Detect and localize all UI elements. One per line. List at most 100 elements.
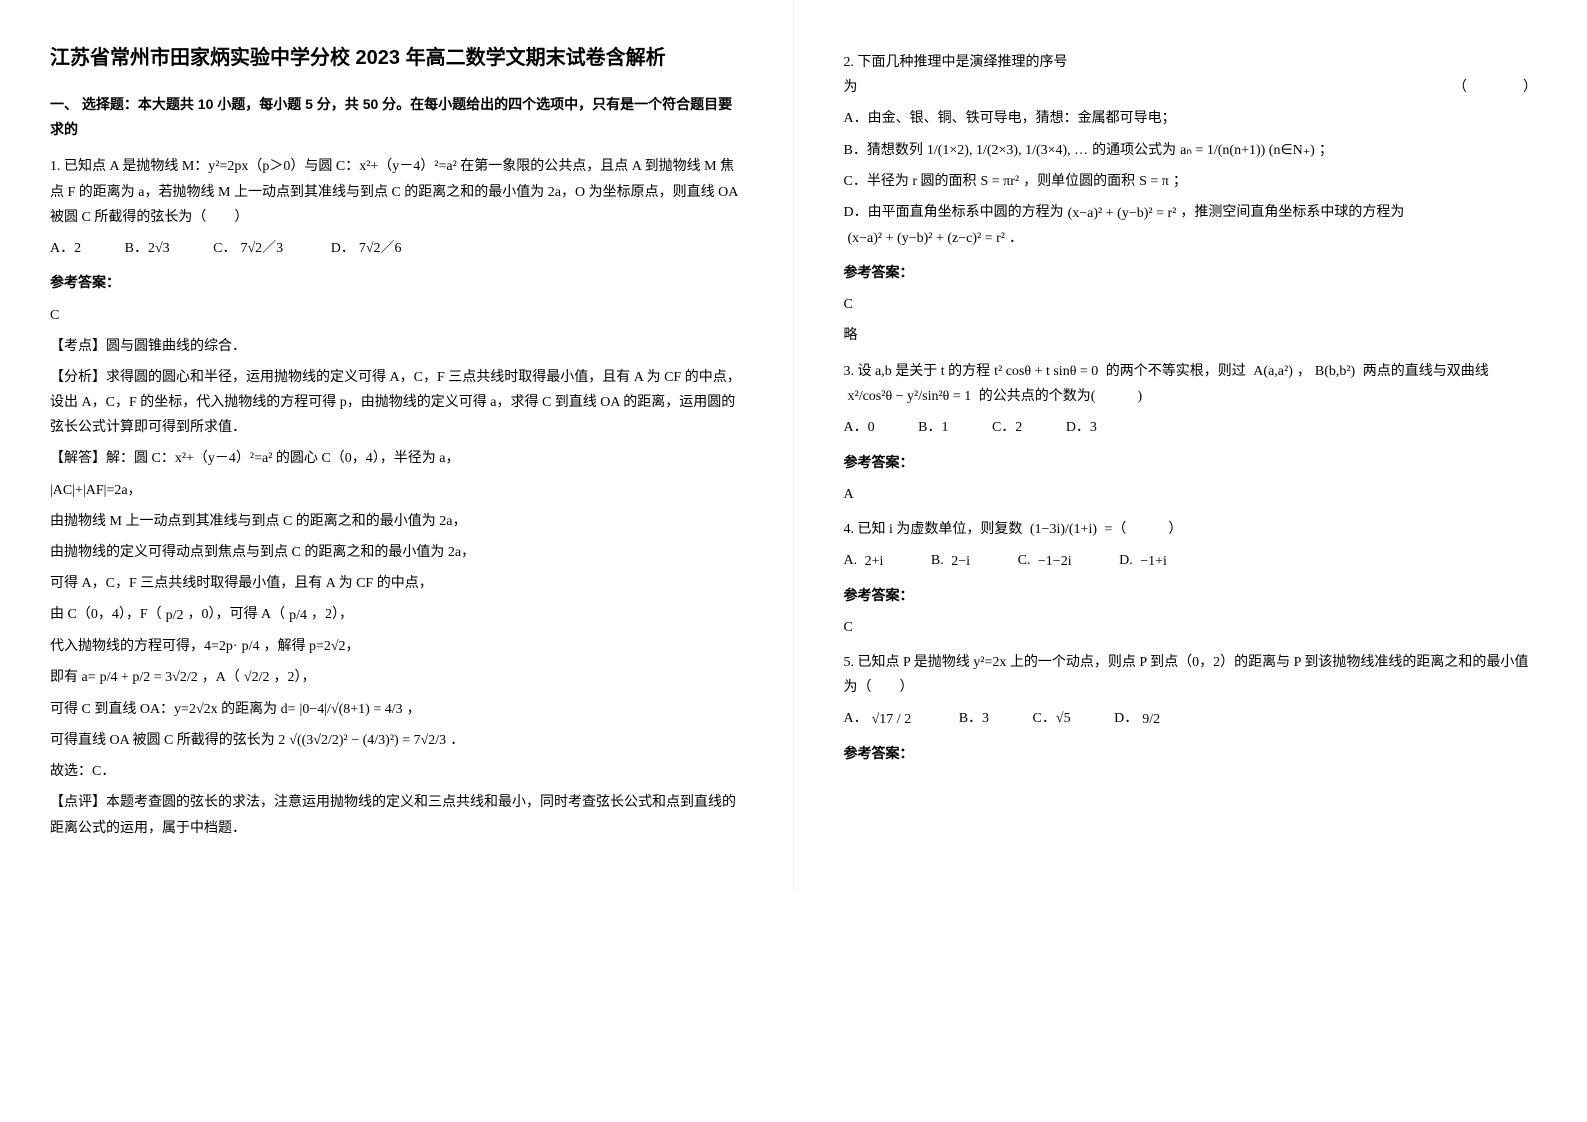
p1-point: 【考点】圆与圆锥曲线的综合．: [50, 334, 743, 359]
text-span: ；: [1319, 143, 1333, 158]
formula-icon: 2−i: [947, 549, 974, 574]
p2-answer: C: [844, 292, 1538, 317]
formula-icon: −1+i: [1136, 549, 1171, 574]
text-span: C．半径为 r 圆的面积: [844, 174, 977, 189]
problem-1: 1. 已知点 A 是抛物线 M：y²=2px（p＞0）与圆 C：x²+（y－4）…: [50, 154, 743, 840]
problem-3: 3. 设 a,b 是关于 t 的方程t² cosθ + t sinθ = 0 的…: [844, 359, 1538, 507]
p2-choice-a: A．由金、银、铜、铁可导电，猜想：金属都可导电；: [844, 106, 1538, 131]
formula-icon: −1−2i: [1034, 549, 1076, 574]
formula-icon: B(b,b²): [1311, 359, 1359, 384]
formula-icon: (x−a)² + (y−b)² + (z−c)² = r²: [844, 226, 1009, 251]
formula-icon: (x−a)² + (y−b)² = r²: [1064, 201, 1181, 226]
text-span: B．猜想数列: [844, 143, 923, 158]
text-span: ，: [1297, 364, 1311, 379]
p1-sol-line: 【解答】解：圆 C：x²+（y－4）²=a² 的圆心 C（0，4），半径为 a，: [50, 446, 743, 471]
text-span: ，2），: [273, 670, 315, 685]
formula-icon: S = πr²: [977, 169, 1024, 194]
formula-icon: t² cosθ + t sinθ = 0: [990, 359, 1102, 384]
problem-2: 2. 下面几种推理中是演绎推理的序号 为 （ ） A．由金、银、铜、铁可导电，猜…: [844, 50, 1538, 349]
p1-sol-line: 即有 a=p/4 + p/2 = 3√2/2，A（√2/2，2），: [50, 665, 743, 690]
fraction-icon: √2/2: [240, 665, 274, 690]
sqrt-icon: √((3√2/2)² − (4/3)²) = 7√2/3: [285, 728, 450, 753]
p4-choice-d: D. −1+i: [1119, 548, 1171, 573]
text-span: B.: [931, 553, 947, 568]
text-span: ，: [407, 702, 421, 717]
fraction-icon: (1−3i)/(1+i): [1026, 517, 1101, 542]
p5-choice-b: B．3: [959, 706, 989, 731]
problem-4: 4. 已知 i 为虚数单位，则复数 (1−3i)/(1+i) =（ ） A. 2…: [844, 517, 1538, 640]
answer-label: 参考答案：: [844, 742, 1538, 767]
text-span: 的通项公式为: [1092, 143, 1176, 158]
text-span: A．: [844, 711, 868, 726]
p1-comment: 【点评】本题考查圆的弦长的求法，注意运用抛物线的定义和三点共线和最小，同时考查弦…: [50, 790, 743, 840]
blank-bracket: （ ）: [1453, 75, 1537, 100]
text-span: 为: [844, 80, 858, 95]
text-span: 即有 a=: [50, 670, 96, 685]
p1-choice-b: B．2√3: [125, 236, 170, 261]
fraction-icon: |0−4|/√(8+1) = 4/3: [296, 697, 407, 722]
p1-answer: C: [50, 303, 743, 328]
fraction-icon: aₙ = 1/(n(n+1)) (n∈N₊): [1176, 138, 1319, 163]
p4-choice-b: B. 2−i: [931, 548, 974, 573]
formula-icon: A(a,a²): [1249, 359, 1297, 384]
p1-analysis: 【分析】求得圆的圆心和半径，运用抛物线的定义可得 A，C，F 三点共线时取得最小…: [50, 365, 743, 441]
fraction-icon: p/2: [162, 603, 188, 628]
text-span: ；: [1173, 174, 1187, 189]
p1-stem: 1. 已知点 A 是抛物线 M：y²=2px（p＞0）与圆 C：x²+（y－4）…: [50, 154, 743, 230]
fraction-icon: p/4 + p/2 = 3√2/2: [96, 665, 202, 690]
fraction-icon: 9/2: [1138, 707, 1164, 732]
p5-choice-d: D．9/2: [1114, 706, 1164, 731]
p4-choices: A. 2+i B. 2−i C. −1−2i D. −1+i: [844, 548, 1538, 573]
problem-5: 5. 已知点 P 是抛物线 y²=2x 上的一个动点，则点 P 到点（0，2）的…: [844, 650, 1538, 767]
text-span: ，推测空间直角坐标系中球的方程为: [1180, 205, 1404, 220]
formula-icon: 2+i: [861, 549, 888, 574]
text-span: 的两个不等实根，则过: [1102, 364, 1249, 379]
p1-sol-line: 由抛物线的定义可得动点到焦点与到点 C 的距离之和的最小值为 2a，: [50, 540, 743, 565]
doc-title: 江苏省常州市田家炳实验中学分校 2023 年高二数学文期末试卷含解析: [50, 40, 743, 76]
text-span: 4. 已知 i 为虚数单位，则复数: [844, 522, 1026, 537]
fraction-icon: 7√2／6: [355, 236, 406, 261]
p3-choice-a: A．0: [844, 415, 875, 440]
fraction-icon: 1/(1×2), 1/(2×3), 1/(3×4), …: [923, 138, 1092, 163]
p1-sol-line: 由抛物线 M 上一动点到其准线与到点 C 的距离之和的最小值为 2a，: [50, 509, 743, 534]
answer-label: 参考答案：: [844, 451, 1538, 476]
text-span: 由 C（0，4），F（: [50, 607, 162, 622]
p1-sol-line: |AC|+|AF|=2a，: [50, 478, 743, 503]
text-span: D.: [1119, 553, 1136, 568]
p5-choices: A．√17 / 2 B．3 C．√5 D．9/2: [844, 706, 1538, 731]
text-span: 2. 下面几种推理中是演绎推理的序号: [844, 55, 1068, 70]
text-span: ，A（: [202, 670, 240, 685]
p1-choice-c: C．7√2／3: [213, 236, 287, 261]
text-span: ．: [450, 733, 464, 748]
text-span: C.: [1018, 553, 1034, 568]
text-span: ，则单位圆的面积: [1023, 174, 1135, 189]
text-span: 代入抛物线的方程可得，4=2p·: [50, 639, 238, 654]
p2-choice-b: B．猜想数列1/(1×2), 1/(2×3), 1/(3×4), …的通项公式为…: [844, 138, 1538, 163]
p3-choice-d: D．3: [1066, 415, 1097, 440]
text-span: 3. 设 a,b 是关于 t 的方程: [844, 364, 991, 379]
fraction-icon: p/4: [285, 603, 311, 628]
text-span: ，解得 p=2√2，: [263, 639, 359, 654]
fraction-icon: p/4: [238, 634, 264, 659]
p3-choice-b: B．1: [918, 415, 948, 440]
p3-choice-c: C．2: [992, 415, 1022, 440]
text-span: 两点的直线与双曲线: [1359, 364, 1489, 379]
p1-choice-d: D．7√2／6: [331, 236, 406, 261]
p4-choice-a: A. 2+i: [844, 548, 888, 573]
text-span: D．由平面直角坐标系中圆的方程为: [844, 205, 1064, 220]
answer-label: 参考答案：: [844, 261, 1538, 286]
fraction-icon: √17 / 2: [868, 707, 916, 732]
p5-choice-a: A．√17 / 2: [844, 706, 916, 731]
formula-icon: S = π: [1135, 169, 1173, 194]
fraction-icon: x²/cos²θ − y²/sin²θ = 1: [844, 384, 976, 409]
p4-answer: C: [844, 615, 1538, 640]
text-span: =（ ）: [1101, 522, 1182, 537]
text-span: ．: [1009, 231, 1023, 246]
p1-sol-line: 可得 C 到直线 OA：y=2√2x 的距离为 d=|0−4|/√(8+1) =…: [50, 697, 743, 722]
p2-choice-c: C．半径为 r 圆的面积S = πr²，则单位圆的面积S = π；: [844, 169, 1538, 194]
p1-c-prefix: C．: [213, 241, 236, 256]
p1-sol-line: 可得直线 OA 被圆 C 所截得的弦长为 2√((3√2/2)² − (4/3)…: [50, 728, 743, 753]
fraction-icon: 7√2／3: [237, 236, 288, 261]
text-span: A.: [844, 553, 861, 568]
p1-d-prefix: D．: [331, 241, 355, 256]
